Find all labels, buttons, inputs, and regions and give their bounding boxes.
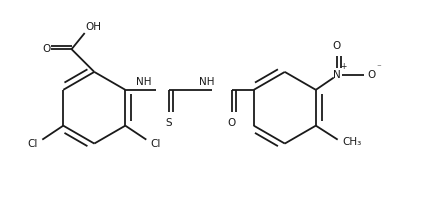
Text: O: O [333,41,341,51]
Text: O: O [367,69,375,80]
Text: Cl: Cl [27,139,38,149]
Text: O: O [42,44,50,54]
Text: Cl: Cl [151,139,161,149]
Text: NH: NH [136,77,152,87]
Text: CH₃: CH₃ [342,137,361,147]
Text: OH: OH [86,22,102,32]
Text: N: N [333,69,341,80]
Text: S: S [166,118,172,128]
Text: ⁻: ⁻ [377,64,381,72]
Text: +: + [340,62,347,71]
Text: O: O [228,118,236,128]
Text: NH: NH [199,77,215,87]
